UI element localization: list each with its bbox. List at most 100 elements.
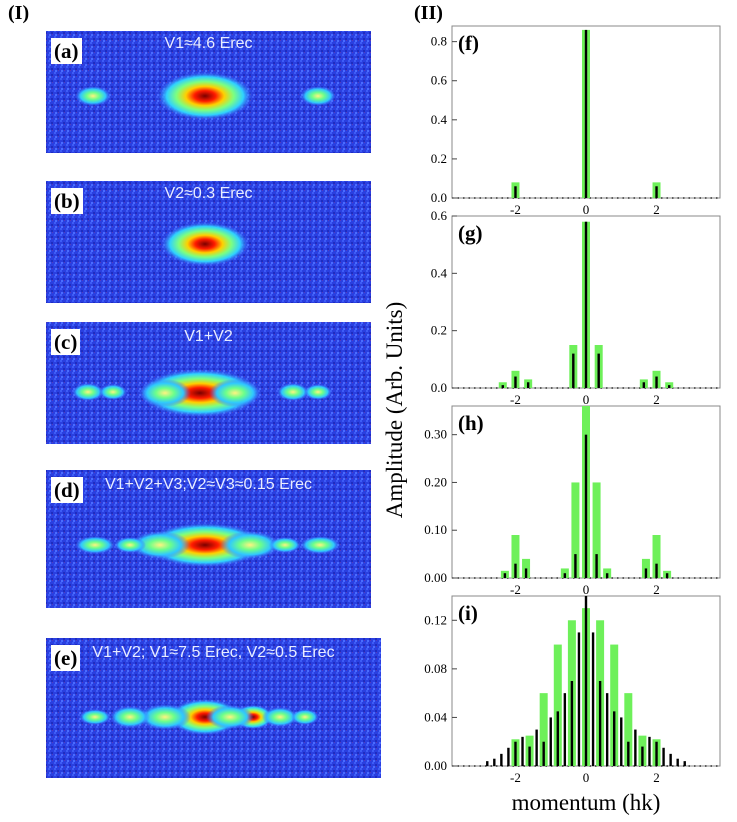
bar-black [641, 746, 644, 766]
bar-black [683, 761, 686, 766]
bar-black [507, 747, 510, 766]
bar-black [613, 711, 616, 766]
atom-cloud-peak [304, 384, 332, 400]
x-tick-label: 0 [583, 392, 590, 407]
bar-black [591, 632, 595, 766]
bar-black [570, 681, 574, 766]
atom-cloud-peak [269, 537, 301, 553]
atom-cloud-peak [206, 705, 254, 729]
bar-black [676, 758, 679, 766]
absorption-image-d [46, 470, 371, 608]
y-tick-label: 0.8 [431, 34, 447, 49]
chart-panel-label: (g) [458, 221, 483, 245]
bar-black [493, 758, 496, 766]
bar-green [571, 482, 580, 578]
y-axis-label: Amplitude (Arb. Units) [382, 302, 407, 519]
x-tick-label: 0 [583, 202, 590, 217]
atom-cloud-peak [139, 379, 191, 407]
x-tick-label: 2 [653, 582, 660, 597]
bar-green [624, 693, 633, 766]
x-tick-label: 0 [583, 582, 590, 597]
bar-black [563, 693, 567, 766]
bar-black [648, 736, 651, 766]
bar-black [535, 729, 538, 766]
chart-h: 0.00 0.10 0.20 0.30 -2 0 2 (h) [424, 405, 721, 597]
bar-black [584, 221, 588, 388]
bar-black [655, 741, 658, 766]
x-tick-label: -2 [510, 582, 521, 597]
y-tick-label: 0.2 [431, 151, 447, 166]
atom-cloud-peak [139, 704, 191, 730]
image-title: V1≈4.6 Erec [164, 35, 253, 52]
atom-cloud-peak [72, 383, 104, 401]
atom-cloud-peak [300, 536, 340, 554]
bar-green [553, 644, 562, 766]
bar-black [668, 385, 671, 388]
atom-cloud-peak [209, 379, 261, 407]
bar-black [556, 711, 559, 766]
image-panel-label: (a) [51, 38, 82, 64]
atom-cloud-peak [75, 86, 111, 106]
absorption-image-e [46, 638, 381, 778]
absorption-image-b [46, 181, 371, 303]
bar-black [605, 573, 609, 578]
section-label-right: (II) [414, 2, 443, 24]
bar-black [627, 741, 630, 766]
bar-black [595, 554, 598, 578]
y-tick-label: 0.12 [424, 612, 447, 627]
bar-black [526, 382, 530, 388]
bar-green [592, 482, 601, 578]
bar-black [655, 376, 658, 388]
y-tick-label: 0.6 [431, 73, 448, 88]
y-tick-label: 0.4 [431, 265, 448, 280]
bar-black [514, 186, 517, 198]
bar-black [521, 736, 524, 766]
image-title: V1+V2+V3;V2≈V3≈0.15 Erec [104, 476, 313, 493]
bar-green [610, 644, 619, 766]
bar-black [542, 741, 545, 766]
chart-panel-label: (h) [458, 411, 484, 435]
image-title: V2≈0.3 Erec [164, 185, 253, 202]
bar-green [539, 693, 548, 766]
bar-black [500, 753, 503, 766]
bar-black [514, 563, 517, 578]
atom-cloud-peak [75, 536, 115, 554]
x-tick-label: -2 [510, 392, 521, 407]
bar-green [511, 535, 520, 578]
chart-panel-label: (i) [458, 601, 478, 625]
y-tick-label: 0.00 [424, 758, 447, 773]
y-tick-label: 0.20 [424, 474, 447, 489]
bar-black [605, 693, 609, 766]
atom-cloud-peak [99, 384, 127, 400]
x-tick-label: 2 [653, 202, 660, 217]
atom-cloud-peak [277, 383, 309, 401]
bar-black [501, 385, 504, 388]
bar-black [634, 729, 637, 766]
bar-black [514, 376, 517, 388]
image-panel-label: (d) [51, 477, 83, 503]
image-title: V1+V2; V1≈7.5 Erec, V2≈0.5 Erec [92, 644, 335, 661]
chart-panel-label: (f) [458, 31, 479, 55]
atom-cloud-peak [79, 709, 111, 725]
bar-black [665, 573, 669, 578]
absorption-image-c [46, 322, 371, 444]
image-title: V1+V2 [184, 328, 233, 345]
y-tick-label: 0.2 [431, 323, 447, 338]
bar-black [528, 746, 531, 766]
atom-cloud-peak [114, 537, 146, 553]
atom-cloud-peak [157, 72, 253, 120]
atom-cloud-peak [291, 709, 319, 725]
bar-black [597, 353, 600, 388]
bar-black [503, 573, 507, 578]
bar-black [620, 717, 623, 766]
bar-black [572, 353, 575, 388]
x-tick-label: -2 [510, 770, 521, 785]
atom-cloud-peak [161, 222, 249, 266]
bar-black [655, 563, 658, 578]
atom-cloud-peak [110, 706, 150, 728]
bar-black [669, 753, 672, 766]
chart-i: 0.00 0.04 0.08 0.12 -2 0 2 (i) [424, 595, 721, 785]
x-tick-label: -2 [510, 202, 521, 217]
bar-black [662, 747, 665, 766]
y-tick-label: 0.6 [431, 208, 448, 223]
